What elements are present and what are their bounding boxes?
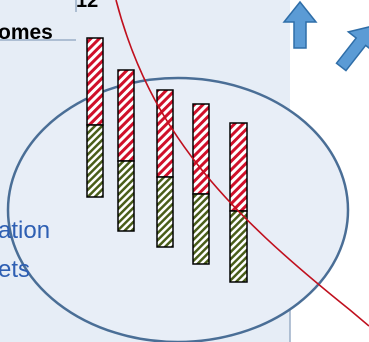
bar-1-green-segment: [86, 124, 104, 198]
up-arrow-icon: [282, 0, 318, 49]
trend-curve: [115, 0, 369, 327]
bar-1-red-segment: [86, 37, 104, 126]
blue-text-line-1: ation: [0, 217, 51, 244]
bar-1: [86, 37, 104, 198]
top-partial-text: 12: [76, 0, 99, 12]
bar-5-red-segment: [229, 122, 248, 212]
bar-3: [156, 89, 174, 248]
bar-4-red-segment: [192, 103, 210, 195]
up-right-arrow-icon: [335, 24, 369, 72]
bar-5-green-segment: [229, 210, 248, 283]
bar-5: [229, 122, 248, 283]
bar-3-green-segment: [156, 176, 174, 248]
bar-3-red-segment: [156, 89, 174, 178]
highlight-circle-outline: [6, 76, 350, 342]
bar-2-green-segment: [117, 160, 135, 232]
blue-text-line-2: ets: [0, 256, 31, 283]
bar-2-red-segment: [117, 69, 135, 162]
highlight-circle: [8, 78, 348, 342]
bar-4: [192, 103, 210, 265]
heading-partial-text: omes: [0, 21, 53, 44]
bar-2: [117, 69, 135, 232]
bar-4-green-segment: [192, 193, 210, 265]
